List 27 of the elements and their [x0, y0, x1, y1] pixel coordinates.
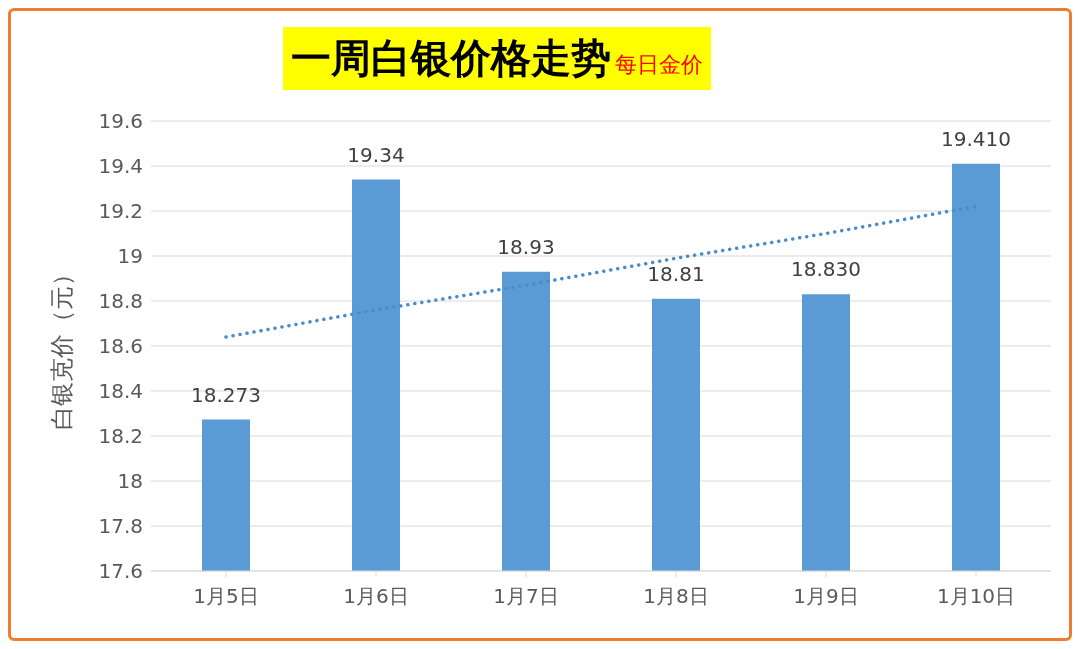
x-tick-label: 1月8日	[643, 584, 709, 609]
data-label: 18.830	[791, 257, 861, 282]
data-label: 18.273	[191, 382, 261, 407]
y-tick-label: 18.6	[98, 334, 143, 359]
y-tick-label: 19.2	[98, 199, 143, 224]
x-tick-label: 1月6日	[343, 584, 409, 609]
y-tick-label: 18.8	[98, 289, 143, 314]
y-tick-label: 17.6	[98, 559, 143, 584]
data-label: 19.410	[941, 126, 1011, 151]
chart-title: 一周白银价格走势	[291, 33, 611, 83]
y-tick-label: 17.8	[98, 514, 143, 539]
line-series	[224, 204, 978, 339]
y-axis-title: 白银克价（元）	[47, 262, 76, 430]
x-tick-label: 1月10日	[936, 584, 1016, 609]
x-tick-label: 1月9日	[793, 584, 859, 609]
x-tick-label: 1月5日	[193, 584, 259, 609]
y-tick-label: 18.2	[98, 424, 143, 449]
y-tick-label: 19	[117, 244, 143, 269]
y-tick-label: 18.4	[98, 379, 143, 404]
chart-subtitle: 每日金价	[615, 51, 703, 79]
y-tick-label: 19.4	[98, 154, 143, 179]
y-tick-label: 18	[117, 469, 143, 494]
x-tick-label: 1月7日	[493, 584, 559, 609]
data-label: 18.81	[647, 261, 705, 286]
y-tick-label: 19.6	[98, 109, 143, 134]
data-label: 19.34	[347, 142, 405, 167]
data-label: 18.93	[497, 234, 555, 259]
